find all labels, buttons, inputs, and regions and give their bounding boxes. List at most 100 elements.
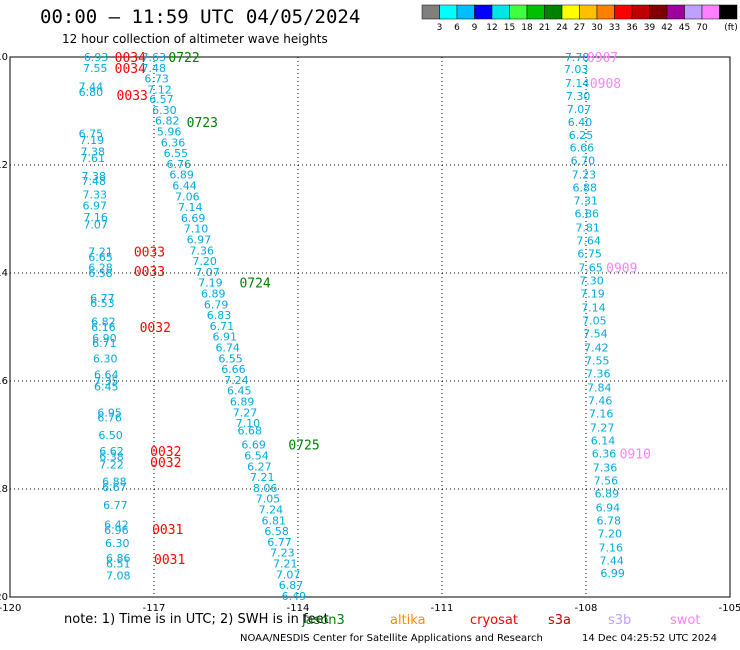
colorbar-swatch [491, 4, 510, 20]
wave-height-value: 6.82 [91, 316, 116, 329]
colorbar-label: 9 [472, 23, 478, 33]
colorbar-label: 21 [539, 23, 550, 33]
wave-height-value: 6.49 [282, 590, 307, 603]
wave-height-value: 7.33 [82, 189, 107, 202]
wave-height-value: 6.14 [591, 434, 616, 447]
wave-height-value: 6.73 [144, 73, 169, 86]
wave-height-value: 7.46 [588, 394, 613, 407]
wave-height-value: 6.55 [218, 352, 243, 365]
wave-height-value: 7.65 [578, 262, 603, 275]
wave-height-value: 7.38 [81, 146, 106, 159]
wave-height-value: 7.12 [147, 83, 172, 96]
wave-height-value: 7.03 [564, 63, 589, 76]
pass-time-label: 0033 [117, 89, 148, 104]
wave-height-value: 7.22 [99, 459, 124, 472]
wave-height-value: 7.21 [250, 471, 275, 484]
wave-height-value: 6.90 [92, 332, 117, 345]
wave-height-value: 6.42 [104, 519, 129, 532]
colorbar-swatch [456, 4, 475, 20]
wave-height-value: 7.14 [178, 201, 203, 214]
wave-height-value: 6.80 [79, 86, 104, 99]
wave-height-value: 6.88 [573, 182, 598, 195]
colorbar-unit: (ft) [724, 23, 738, 33]
wave-height-value: 7.61 [81, 152, 106, 165]
footer-timestamp: 14 Dec 04:25:52 UTC 2024 [582, 633, 717, 644]
colorbar-swatch [421, 4, 440, 20]
wave-height-value: 7.36 [586, 367, 611, 380]
y-tick-label: -16 [0, 376, 8, 387]
wave-height-value: 6.58 [264, 525, 289, 538]
wave-height-value: 7.35 [94, 375, 119, 388]
colorbar-label: 6 [454, 23, 460, 33]
wave-height-value: 7.10 [236, 417, 261, 430]
legend-entry-altika: altika [390, 613, 426, 628]
wave-height-value: 6.36 [161, 136, 186, 149]
colorbar-label: 12 [486, 23, 497, 33]
wave-height-value: 7.55 [585, 354, 610, 367]
wave-height-value: 7.20 [192, 255, 217, 268]
wave-height-value: 6.99 [600, 567, 625, 580]
pass-time-label: 0910 [620, 447, 651, 462]
wave-height-value: 6.71 [210, 320, 235, 333]
wave-height-value: 6.53 [90, 297, 115, 310]
colorbar-label: 27 [574, 23, 585, 33]
wave-height-value: 6.54 [244, 450, 268, 463]
pass-time-label: 0723 [187, 116, 218, 131]
wave-height-value: 7.48 [142, 62, 167, 75]
wave-height-value: 6.77 [90, 292, 115, 305]
wave-height-value: 6.38 [99, 451, 124, 464]
legend-entry-s3a: s3a [548, 613, 572, 628]
y-tick-label: -12 [0, 160, 8, 171]
y-tick-label: -20 [0, 592, 8, 603]
colorbar-label: 30 [591, 23, 603, 33]
pass-time-label: 0032 [150, 445, 181, 460]
wave-height-value: 7.19 [580, 288, 605, 301]
colorbar-swatch [579, 4, 598, 20]
wave-height-value: 7.05 [256, 493, 281, 506]
plot-frame [9, 56, 731, 598]
wave-height-value: 7.78 [565, 51, 590, 64]
colorbar-label: 39 [644, 23, 656, 33]
wave-height-value: 6.93 [84, 51, 109, 64]
wave-height-value: 7.16 [598, 541, 623, 554]
footer-credit: NOAA/NESDIS Center for Satellite Applica… [240, 633, 543, 644]
footer-note: note: 1) Time is in UTC; 2) SWH is in fe… [64, 612, 329, 627]
legend-entry-swot: swot [670, 613, 701, 628]
y-tick-label: -10 [0, 52, 8, 63]
wave-height-value: 7.54 [583, 327, 608, 340]
wave-height-value: 6.58 [88, 267, 113, 280]
wave-height-value: 7.10 [184, 223, 209, 236]
wave-height-value: 6.95 [97, 406, 122, 419]
y-tick-label: -14 [0, 268, 8, 279]
pass-time-label: 0033 [134, 245, 165, 260]
wave-height-value: 6.62 [99, 445, 124, 458]
wave-height-value: 6.76 [97, 412, 122, 425]
wave-height-value: 7.56 [594, 474, 619, 487]
colorbar-label: 45 [679, 23, 690, 33]
wave-height-value: 6.96 [104, 524, 129, 537]
wave-height-value: 6.86 [106, 552, 131, 565]
colorbar-swatch [544, 4, 563, 20]
colorbar-swatch [474, 4, 493, 20]
wave-height-value: 7.19 [198, 277, 223, 290]
pass-time-label: 0034 [115, 51, 146, 66]
wave-height-value: 6.65 [88, 251, 113, 264]
wave-height-value: 6.87 [279, 579, 304, 592]
pass-time-label: 0032 [150, 456, 181, 471]
colorbar-label: 70 [696, 23, 708, 33]
wave-height-value: 6.69 [181, 212, 206, 225]
x-tick-label: -105 [719, 603, 740, 614]
wave-height-value: 6.55 [164, 147, 189, 160]
wave-height-value: 6.82 [155, 115, 180, 128]
wave-height-value: 7.07 [276, 568, 301, 581]
wave-height-value: 7.23 [270, 547, 295, 560]
colorbar-label: 33 [609, 23, 620, 33]
wave-height-value: 6.51 [106, 558, 131, 571]
wave-height-value: 6.36 [592, 447, 617, 460]
wave-height-value: 7.24 [259, 504, 284, 517]
wave-height-value: 6.30 [105, 537, 130, 550]
wave-height-value: 7.30 [579, 275, 604, 288]
wave-height-value: 6.57 [149, 93, 174, 106]
colorbar-label: 18 [521, 23, 533, 33]
